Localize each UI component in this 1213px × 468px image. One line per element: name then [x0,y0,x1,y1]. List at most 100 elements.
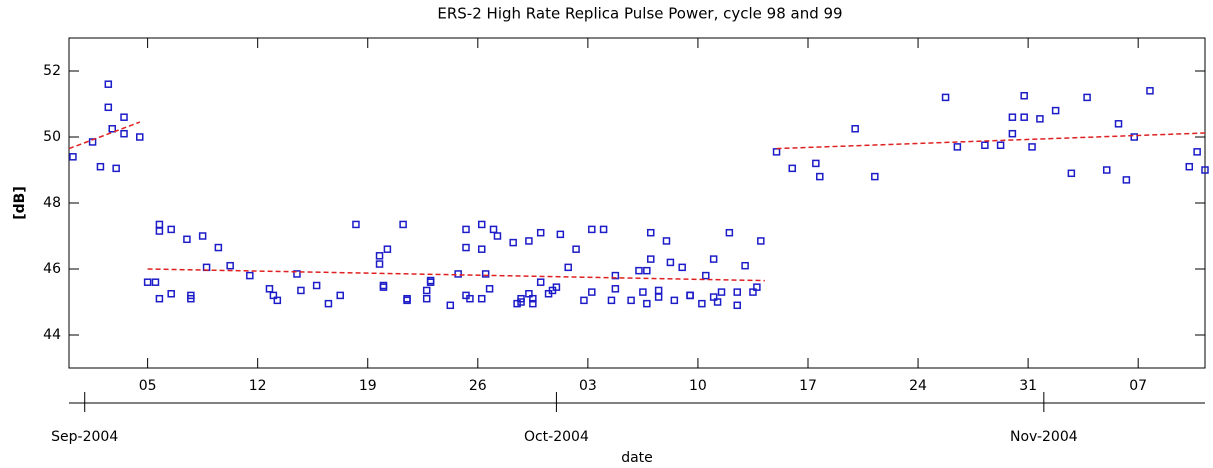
data-point [607,296,616,305]
data-point [383,245,392,253]
data-point [1008,129,1017,138]
data-point [379,283,388,291]
data-point [183,235,191,244]
month-tick-label: Nov-2004 [1010,429,1078,445]
data-point [198,232,207,240]
data-point [1193,148,1201,156]
x-tick-label: 12 [249,378,267,394]
y-tick-label: 48 [43,195,61,211]
data-point [564,263,572,272]
data-point [678,263,686,272]
data-point [757,237,765,245]
data-point [1028,143,1036,151]
data-point [941,93,950,102]
data-point [426,278,435,286]
data-point [536,228,545,237]
data-point [670,296,679,305]
x-tick-label: 19 [359,378,377,394]
data-point [517,294,525,303]
data-point [481,270,490,278]
data-point [1201,166,1209,174]
x-tick-label: 26 [469,378,487,394]
x-tick-label: 10 [689,378,707,394]
data-point [399,220,407,229]
data-point [871,172,879,181]
data-point [454,270,462,278]
data-point [1102,166,1111,174]
data-point [489,225,498,234]
data-point [981,141,989,149]
data-point [588,225,596,234]
data-point [462,243,470,252]
x-tick-label: 17 [799,378,817,394]
data-point [1185,162,1194,171]
y-axis-label: [dB] [12,186,28,220]
data-point [1114,120,1123,128]
data-point [422,286,431,295]
data-point [580,296,588,305]
data-point [1083,93,1091,102]
data-point [713,298,722,306]
data-point [702,271,710,280]
data-point [422,294,431,303]
data-point [104,80,113,88]
data-point [599,225,608,234]
data-point [155,294,164,303]
x-tick-label: 03 [579,378,597,394]
data-point [462,225,470,234]
data-point [1122,176,1131,184]
data-point [297,286,305,295]
data-point [698,299,706,308]
x-tick-label: 07 [1129,378,1147,394]
y-tick-label: 50 [43,129,61,145]
y-tick-label: 44 [43,327,61,343]
data-point [477,294,486,303]
y-tick-label: 52 [43,63,61,79]
data-point [1146,87,1154,95]
data-point [477,245,486,253]
data-point [717,288,726,296]
x-tick-label: 05 [139,378,157,394]
data-point [749,288,757,296]
data-point [639,288,647,296]
data-point [265,285,274,293]
data-point [143,278,152,286]
data-point [1008,113,1017,121]
data-point [88,138,97,146]
data-point [733,301,741,310]
data-point [466,294,474,303]
data-point [647,228,655,237]
data-point [120,129,128,138]
data-point [136,133,144,141]
data-point [509,238,517,247]
data-point [1036,115,1044,123]
data-point [1020,113,1028,121]
data-point [525,237,533,245]
data-point [226,261,234,270]
data-point [709,293,718,301]
chart-title: ERS-2 High Rate Replica Pulse Power, cyc… [437,5,842,23]
data-point [552,283,561,291]
data-point [1051,106,1060,115]
data-point [324,299,333,308]
data-point [725,228,734,237]
data-point [635,266,643,275]
data-point [525,290,533,298]
data-point [666,258,675,267]
data-point [816,172,824,181]
data-point [485,285,494,293]
data-point [312,281,321,290]
data-point [788,164,797,173]
data-point [709,255,718,263]
month-tick-label: Oct-2004 [524,429,589,445]
data-point [477,220,486,229]
data-point [588,288,596,296]
data-point [246,271,254,280]
data-point [375,260,384,268]
data-point [167,290,175,298]
data-point [686,291,694,300]
data-point [155,227,164,235]
data-point [851,125,859,133]
x-tick-label: 31 [1019,378,1037,394]
